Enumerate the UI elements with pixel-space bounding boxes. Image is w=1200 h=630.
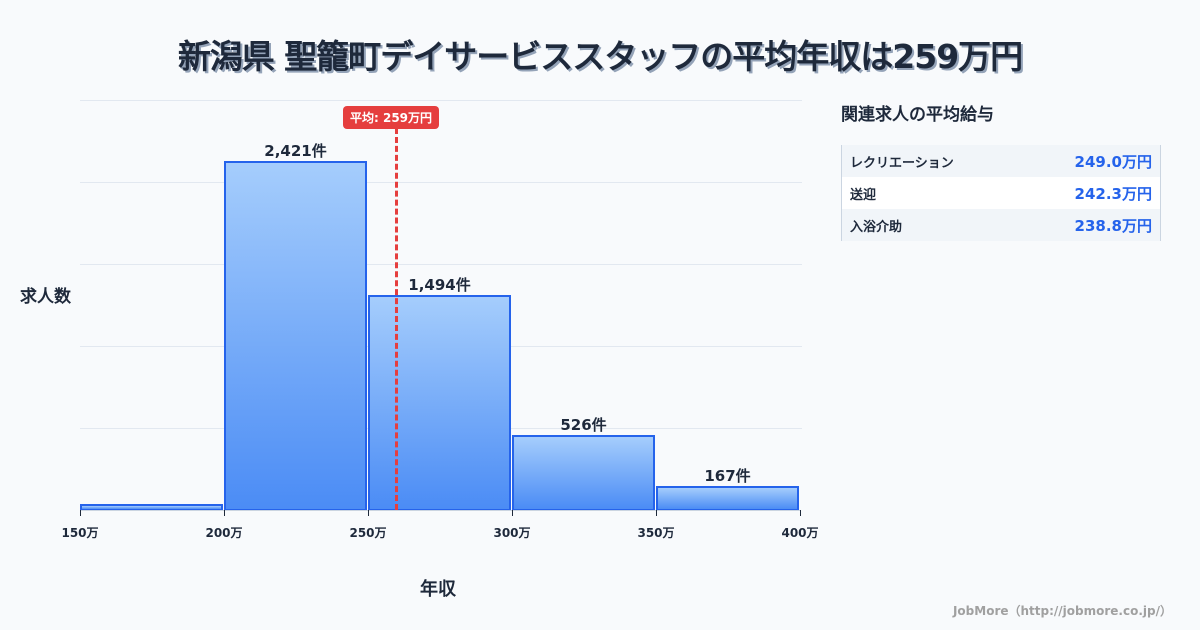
average-salary-value: 242.3万円: [1074, 184, 1152, 203]
gridline: [80, 100, 802, 101]
mean-badge: 平均: 259万円: [343, 106, 440, 129]
bar-250-300: [368, 295, 511, 511]
x-tick: [224, 510, 225, 516]
related-salary-panel: 関連求人の平均給与 レクリエーション 249.0万円 送迎 242.3万円 入浴…: [841, 100, 1161, 241]
mean-line: [395, 128, 398, 510]
x-tick-label: 150万: [61, 526, 99, 540]
bar-200-250: [224, 161, 367, 511]
x-tick: [656, 510, 657, 516]
x-tick-label: 300万: [493, 526, 531, 540]
job-category-label: 送迎: [850, 187, 877, 203]
x-tick: [512, 510, 513, 516]
bar-value-label: 2,421件: [264, 142, 327, 160]
x-tick: [80, 510, 81, 516]
x-tick-label: 400万: [781, 526, 819, 540]
average-salary-value: 249.0万円: [1074, 152, 1152, 171]
table-row: 送迎 242.3万円: [842, 177, 1160, 209]
table-row: レクリエーション 249.0万円: [842, 145, 1160, 177]
x-axis-label: 年収: [420, 579, 456, 600]
x-axis-line: [80, 510, 800, 511]
bar-value-label: 167件: [704, 467, 751, 485]
gridline: [80, 182, 802, 183]
x-tick: [368, 510, 369, 516]
x-tick-label: 250万: [349, 526, 387, 540]
panel-title: 関連求人の平均給与: [841, 105, 994, 125]
x-tick-label: 350万: [637, 526, 675, 540]
job-category-label: 入浴介助: [850, 219, 903, 235]
bar-value-label: 1,494件: [408, 276, 471, 294]
bar-300-350: [512, 435, 655, 511]
job-category-label: レクリエーション: [850, 155, 954, 171]
gridline: [80, 264, 802, 265]
related-salary-table: レクリエーション 249.0万円 送迎 242.3万円 入浴介助 238.8万円: [841, 145, 1161, 241]
average-salary-value: 238.8万円: [1074, 216, 1152, 235]
bar-value-label: 526件: [560, 416, 607, 434]
source-credit: JobMore（http://jobmore.co.jp/）: [952, 604, 1172, 618]
bar-350-400: [656, 486, 799, 511]
table-row: 入浴介助 238.8万円: [842, 209, 1160, 241]
page-title: 新潟県 聖籠町デイサービススタッフの平均年収は259万円: [177, 37, 1023, 76]
x-tick: [800, 510, 801, 516]
y-axis-label: 求人数: [20, 287, 71, 307]
salary-histogram: 2,421件 1,494件 526件 167件 150万 200万 250万 3…: [20, 100, 819, 600]
x-tick-label: 200万: [205, 526, 243, 540]
